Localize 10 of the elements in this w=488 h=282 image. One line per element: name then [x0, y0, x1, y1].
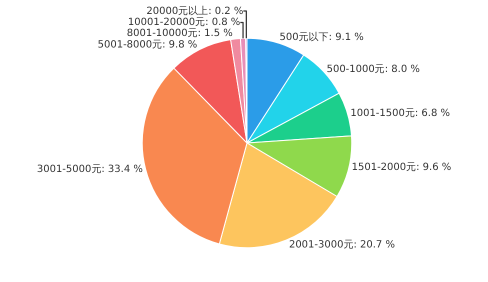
slice-label: 1001-1500元: 6.8 %	[350, 108, 450, 119]
slice-label: 3001-5000元: 33.4 %	[36, 164, 143, 176]
slice-label: 500元以下: 9.1 %	[280, 31, 364, 44]
slice-label: 2001-3000元: 20.7 %	[288, 239, 395, 250]
slice-label: 1501-2000元: 9.6 %	[352, 162, 452, 174]
slice-label: 10001-20000元: 0.8 %	[128, 16, 240, 28]
slice-label: 5001-8000元: 9.8 %	[98, 40, 198, 51]
slice-label: 20000元以上: 0.2 %	[146, 4, 244, 17]
slice-label: 500-1000元: 8.0 %	[326, 64, 420, 75]
slice-label: 8001-10000元: 1.5 %	[126, 28, 233, 39]
